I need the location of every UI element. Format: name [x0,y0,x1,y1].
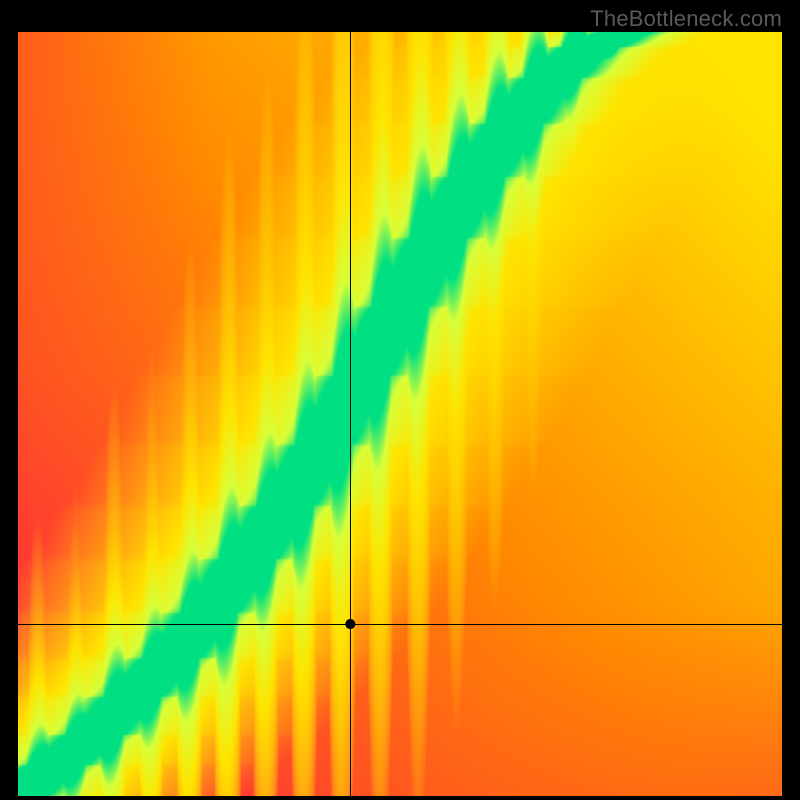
chart-area [18,32,782,796]
chart-container: TheBottleneck.com [0,0,800,800]
heatmap-canvas [18,32,782,796]
watermark-text: TheBottleneck.com [590,6,782,32]
